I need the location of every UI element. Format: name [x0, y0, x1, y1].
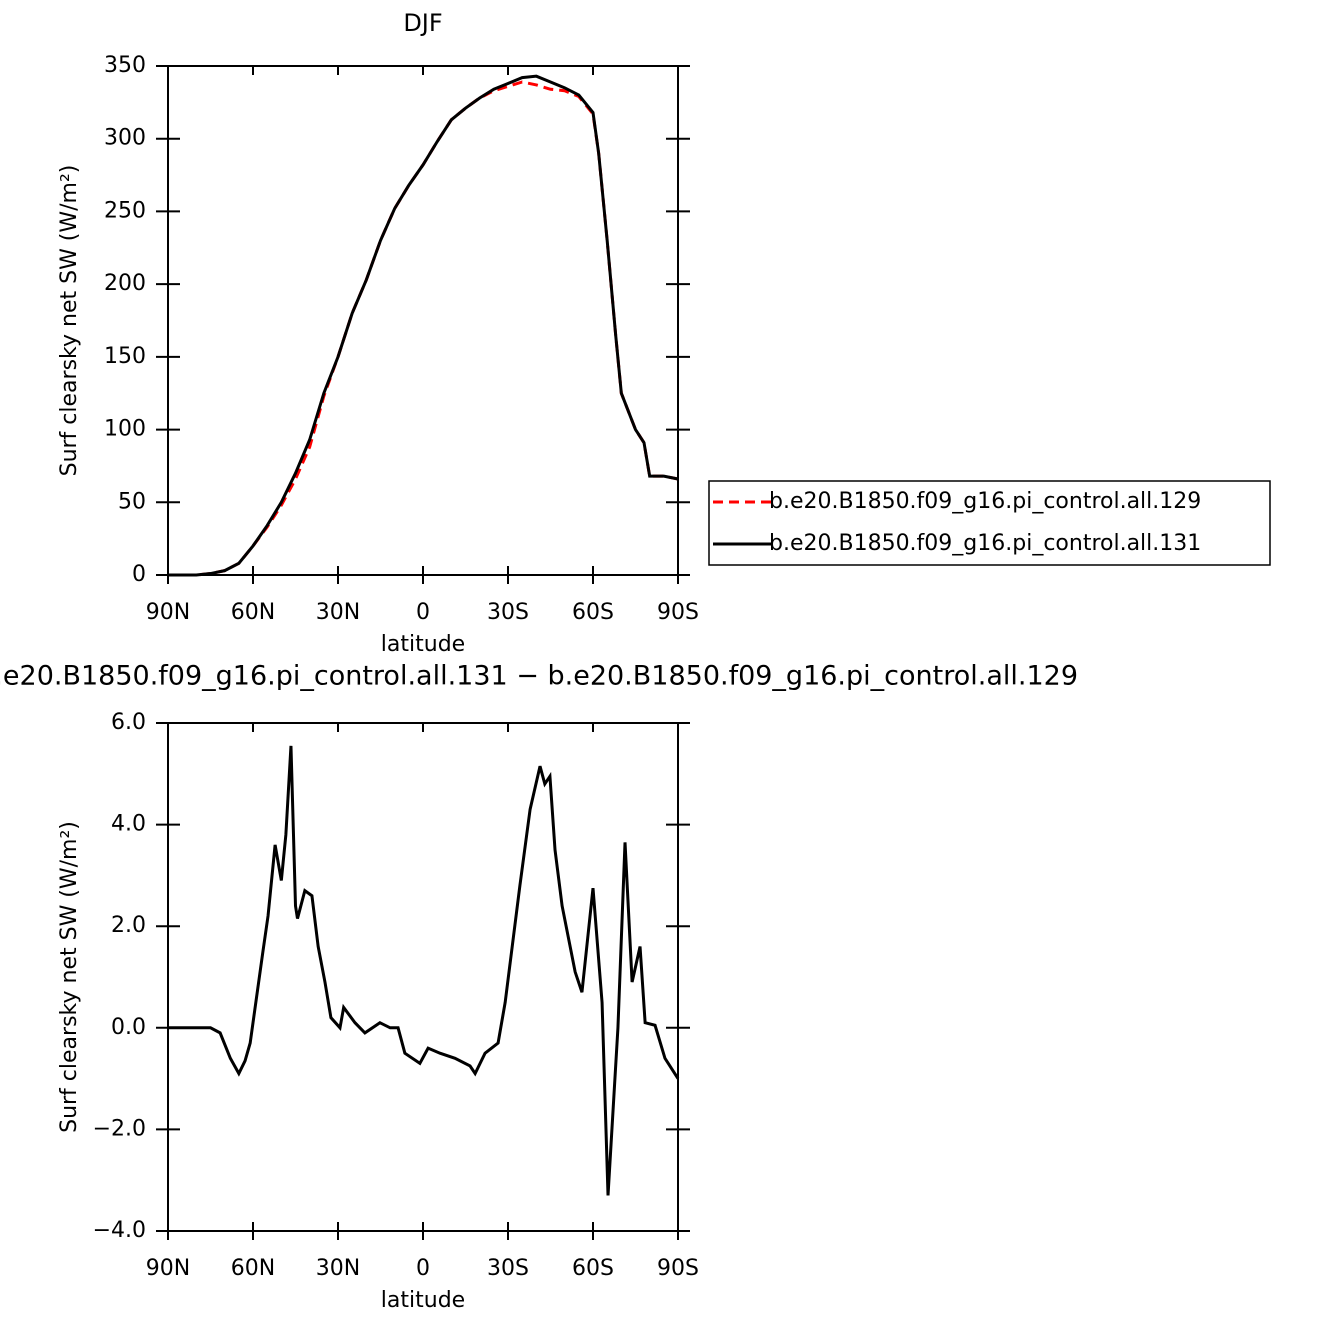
- y-tick-label: 200: [104, 271, 146, 296]
- y-axis-label: Surf clearsky net SW (W/m²): [57, 821, 82, 1133]
- legend-label: b.e20.B1850.f09_g16.pi_control.all.131: [769, 531, 1201, 556]
- y-tick-label: 250: [104, 198, 146, 223]
- y-tick-label: 0.0: [111, 1015, 146, 1040]
- x-tick-label: 60N: [231, 1256, 275, 1281]
- x-tick-label: 0: [416, 1256, 430, 1281]
- x-tick-label: 30N: [316, 1256, 360, 1281]
- legend-box: [708, 480, 1271, 566]
- y-tick-label: 2.0: [111, 913, 146, 938]
- x-axis-label: latitude: [381, 632, 465, 657]
- y-tick-label: 6.0: [111, 710, 146, 735]
- plot-frame: [167, 65, 679, 576]
- y-tick-label: 350: [104, 53, 146, 78]
- legend-label: b.e20.B1850.f09_g16.pi_control.all.129: [769, 489, 1201, 514]
- y-tick-label: −4.0: [93, 1218, 146, 1243]
- y-tick-label: 4.0: [111, 812, 146, 837]
- chart-title: b.e20.B1850.f09_g16.pi_control.all.131 −…: [0, 661, 1078, 692]
- data-line: [168, 74, 679, 577]
- x-tick-label: 60N: [231, 600, 275, 625]
- x-tick-label: 60S: [572, 1256, 614, 1281]
- x-tick-label: 90N: [146, 1256, 190, 1281]
- y-tick-label: −2.0: [93, 1116, 146, 1141]
- y-tick-label: 300: [104, 126, 146, 151]
- x-tick-label: 0: [416, 600, 430, 625]
- x-tick-label: 30S: [487, 600, 529, 625]
- data-line: [168, 745, 680, 1196]
- plot-frame: [167, 722, 679, 1232]
- x-tick-label: 30S: [487, 1256, 529, 1281]
- x-tick-label: 30N: [316, 600, 360, 625]
- y-tick-label: 0: [132, 562, 146, 587]
- chart-title: DJF: [403, 9, 442, 37]
- x-axis-label: latitude: [381, 1288, 465, 1313]
- y-tick-label: 150: [104, 344, 146, 369]
- data-line: [168, 80, 679, 577]
- y-tick-label: 100: [104, 417, 146, 442]
- x-tick-label: 90N: [146, 600, 190, 625]
- y-axis-label: Surf clearsky net SW (W/m²): [57, 165, 82, 477]
- x-tick-label: 90S: [657, 1256, 699, 1281]
- x-tick-label: 60S: [572, 600, 614, 625]
- x-tick-label: 90S: [657, 600, 699, 625]
- y-tick-label: 50: [118, 489, 146, 514]
